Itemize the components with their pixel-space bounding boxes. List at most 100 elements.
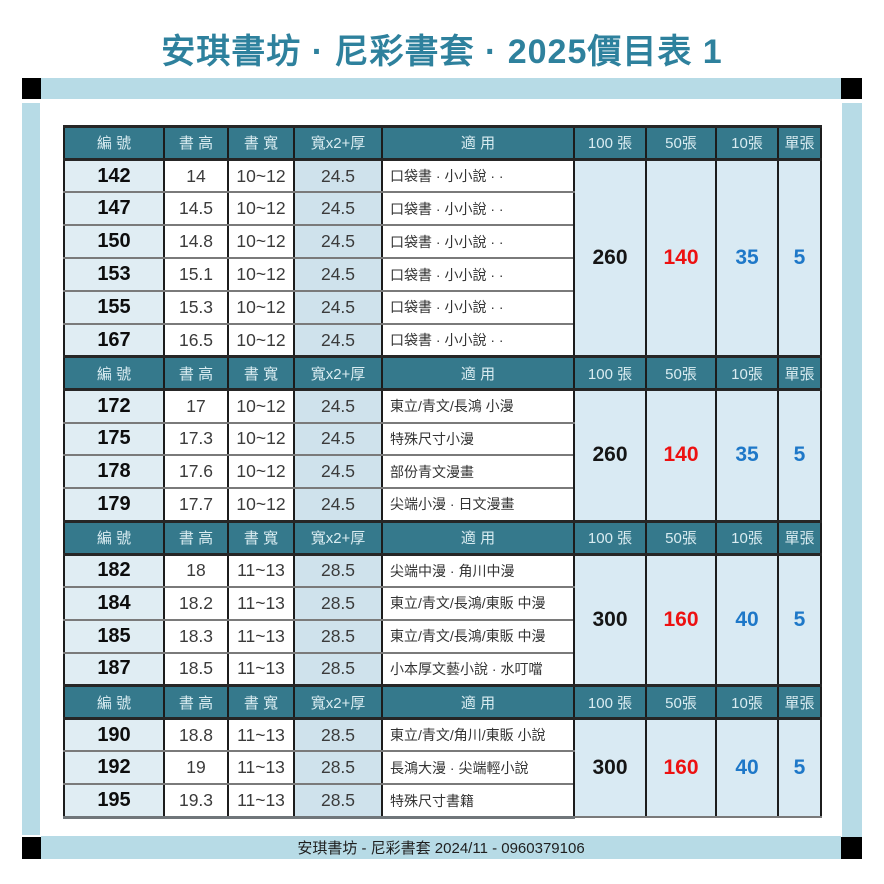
frame-corner-bottom-right <box>841 837 862 859</box>
col-header-book-height: 書 高 <box>163 355 229 392</box>
cell-book-height: 14.5 <box>163 191 229 227</box>
table-row: 184 18.2 11~13 28.5 東立/青文/長鴻/東販 中漫 <box>63 585 821 621</box>
col-header-code: 編 號 <box>63 125 165 161</box>
cell-w2t: 24.5 <box>293 388 383 424</box>
cell-usage: 尖端中漫 · 角川中漫 <box>381 553 575 588</box>
col-header-50-sheets: 50張 <box>645 125 717 161</box>
cell-book-height: 14.8 <box>163 224 229 260</box>
price-single-sheet: 5 <box>777 388 822 523</box>
col-header-book-width: 書 寬 <box>227 355 295 392</box>
cell-code: 178 <box>63 454 165 490</box>
cell-usage: 東立/青文/長鴻/東販 中漫 <box>381 618 575 654</box>
cell-w2t: 28.5 <box>293 618 383 654</box>
cell-code: 172 <box>63 388 165 424</box>
col-header-book-width: 書 寬 <box>227 519 295 556</box>
table-row: 195 19.3 11~13 28.5 特殊尺寸書籍 <box>63 783 821 819</box>
cell-usage: 口袋書 · 小小說 · · <box>381 257 575 292</box>
cell-book-height: 19.3 <box>163 783 229 819</box>
cell-book-width: 10~12 <box>227 257 295 292</box>
cell-book-width: 11~13 <box>227 618 295 654</box>
cell-usage: 特殊尺寸書籍 <box>381 783 575 819</box>
price-100-sheets: 260 <box>573 158 647 358</box>
cell-book-height: 17.7 <box>163 487 229 523</box>
frame-band-left <box>22 103 40 835</box>
cell-usage: 尖端小漫 · 日文漫畫 <box>381 487 575 523</box>
cell-w2t: 24.5 <box>293 224 383 260</box>
cell-usage: 部份青文漫畫 <box>381 454 575 490</box>
cell-code: 187 <box>63 651 165 687</box>
table-row: 192 19 11~13 28.5 長鴻大漫 · 尖端輕小說 <box>63 750 821 786</box>
cell-book-width: 10~12 <box>227 289 295 325</box>
cell-book-width: 10~12 <box>227 158 295 194</box>
col-header-code: 編 號 <box>63 684 165 721</box>
cell-book-width: 11~13 <box>227 553 295 588</box>
col-header-usage: 適 用 <box>381 519 575 556</box>
cell-code: 147 <box>63 191 165 227</box>
cell-book-height: 18.8 <box>163 717 229 753</box>
cell-book-width: 10~12 <box>227 388 295 424</box>
col-header-w2t: 寬x2+厚 <box>293 519 383 556</box>
price-10-sheets: 40 <box>715 717 779 819</box>
col-header-100-sheets: 100 張 <box>573 125 647 161</box>
cell-book-width: 10~12 <box>227 421 295 457</box>
frame-band-top <box>41 78 841 99</box>
col-header-book-width: 書 寬 <box>227 684 295 721</box>
cell-code: 179 <box>63 487 165 523</box>
price-100-sheets: 300 <box>573 553 647 687</box>
cell-code: 182 <box>63 553 165 588</box>
cell-usage: 東立/青文/角川/東販 小說 <box>381 717 575 753</box>
cell-w2t: 28.5 <box>293 717 383 753</box>
price-single-sheet: 5 <box>777 717 822 819</box>
cell-code: 190 <box>63 717 165 753</box>
col-header-100-sheets: 100 張 <box>573 355 647 392</box>
cell-code: 150 <box>63 224 165 260</box>
cell-book-width: 11~13 <box>227 717 295 753</box>
cell-usage: 東立/青文/長鴻/東販 中漫 <box>381 585 575 621</box>
col-header-code: 編 號 <box>63 355 165 392</box>
table-row: 178 17.6 10~12 24.5 部份青文漫畫 <box>63 454 821 490</box>
table-row: 142 14 10~12 24.5 口袋書 · 小小說 · · 260 140 … <box>63 158 822 358</box>
col-header-single-sheet: 單張 <box>777 519 822 556</box>
col-header-w2t: 寬x2+厚 <box>293 684 383 721</box>
cell-usage: 口袋書 · 小小說 · · <box>381 158 575 194</box>
cell-w2t: 24.5 <box>293 289 383 325</box>
price-50-sheets: 160 <box>645 717 717 819</box>
col-header-book-width: 書 寬 <box>227 125 295 161</box>
cell-code: 153 <box>63 257 165 292</box>
cell-usage: 特殊尺寸小漫 <box>381 421 575 457</box>
cell-book-height: 14 <box>163 158 229 194</box>
price-50-sheets: 160 <box>645 553 717 687</box>
col-header-single-sheet: 單張 <box>777 125 822 161</box>
cell-book-width: 11~13 <box>227 585 295 621</box>
price-10-sheets: 40 <box>715 553 779 687</box>
cell-w2t: 24.5 <box>293 158 383 194</box>
cell-book-width: 10~12 <box>227 322 295 358</box>
table-row: 175 17.3 10~12 24.5 特殊尺寸小漫 <box>63 421 821 457</box>
cell-w2t: 28.5 <box>293 585 383 621</box>
price-10-sheets: 35 <box>715 388 779 523</box>
col-header-10-sheets: 10張 <box>715 519 779 556</box>
cell-w2t: 24.5 <box>293 421 383 457</box>
cell-book-width: 10~12 <box>227 191 295 227</box>
col-header-10-sheets: 10張 <box>715 125 779 161</box>
cell-book-height: 17.6 <box>163 454 229 490</box>
cell-book-width: 11~13 <box>227 750 295 786</box>
cell-usage: 口袋書 · 小小說 · · <box>381 191 575 227</box>
price-single-sheet: 5 <box>777 158 822 358</box>
col-header-single-sheet: 單張 <box>777 355 822 392</box>
table-row: 187 18.5 11~13 28.5 小本厚文藝小說 · 水叮噹 <box>63 651 821 687</box>
cell-book-height: 19 <box>163 750 229 786</box>
col-header-100-sheets: 100 張 <box>573 519 647 556</box>
cell-book-width: 10~12 <box>227 224 295 260</box>
col-header-book-height: 書 高 <box>163 125 229 161</box>
cell-usage: 東立/青文/長鴻 小漫 <box>381 388 575 424</box>
table-row: 190 18.8 11~13 28.5 東立/青文/角川/東販 小說 300 1… <box>63 717 822 819</box>
col-header-50-sheets: 50張 <box>645 355 717 392</box>
col-header-10-sheets: 10張 <box>715 355 779 392</box>
frame-corner-top-left <box>22 78 41 99</box>
cell-w2t: 28.5 <box>293 783 383 819</box>
cell-book-height: 15.3 <box>163 289 229 325</box>
cell-code: 167 <box>63 322 165 358</box>
table-row: 155 15.3 10~12 24.5 口袋書 · 小小說 · · <box>63 289 821 325</box>
col-header-usage: 適 用 <box>381 125 575 161</box>
